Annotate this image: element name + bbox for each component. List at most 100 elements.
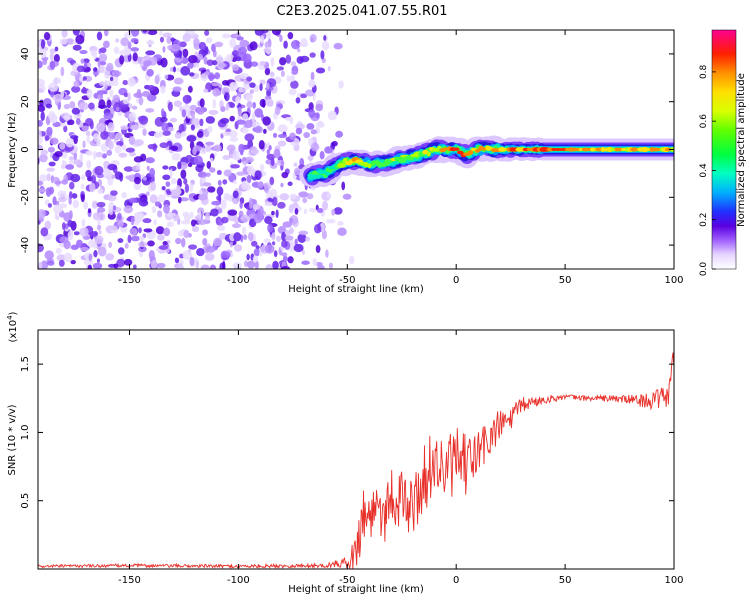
noise-blob [198, 41, 207, 50]
noise-blob [246, 260, 256, 269]
noise-blob [150, 181, 157, 191]
noise-blob [290, 61, 297, 67]
noise-blob [333, 42, 343, 50]
noise-blob [197, 218, 207, 226]
noise-blob [38, 261, 43, 267]
y-tick-label: 20 [20, 95, 31, 108]
noise-blob [68, 191, 73, 199]
noise-blob [108, 132, 116, 140]
noise-blob [200, 264, 210, 269]
noise-blob [61, 222, 66, 231]
noise-blob [189, 256, 195, 267]
noise-blob [338, 80, 344, 89]
noise-blob [213, 237, 223, 247]
noise-blob [86, 88, 93, 99]
noise-blob [327, 65, 331, 72]
noise-blob [205, 211, 210, 221]
noise-blob [175, 237, 182, 245]
noise-blob [206, 246, 216, 253]
noise-blob [154, 74, 160, 85]
noise-blob [163, 204, 170, 214]
noise-blob [174, 132, 182, 139]
noise-blob [113, 263, 119, 269]
noise-blob [130, 47, 140, 52]
colorbar-tick-label: 0.4 [699, 163, 709, 178]
noise-blob [225, 103, 230, 111]
noise-blob [167, 101, 173, 112]
noise-blob [48, 161, 56, 167]
noise-blob [105, 253, 115, 261]
noise-blob [190, 124, 195, 131]
noise-blob [129, 228, 135, 235]
noise-blob [243, 83, 251, 90]
noise-blob [142, 90, 151, 97]
noise-blob [93, 241, 97, 249]
noise-blob [226, 144, 236, 153]
noise-blob [70, 173, 81, 183]
noise-blob [337, 221, 344, 226]
noise-blob [158, 245, 169, 250]
noise-blob [52, 176, 60, 182]
noise-blob [40, 105, 46, 112]
noise-blob [205, 116, 216, 124]
noise-blob [133, 264, 137, 269]
noise-blob [294, 207, 299, 215]
snr-panel: -150 -100 -50 0 50 100 0.5 1.0 1.5 Height of st… [6, 311, 684, 595]
noise-blob [38, 134, 43, 145]
noise-blob [71, 193, 78, 199]
noise-blob [208, 72, 215, 82]
noise-blob [202, 182, 212, 187]
noise-blob [103, 90, 108, 95]
noise-blob [315, 262, 323, 267]
noise-blob [238, 143, 245, 154]
spectrogram-x-ticks: -150 -100 -50 0 50 100 [118, 30, 684, 286]
noise-blob [92, 262, 103, 269]
noise-blob [134, 176, 141, 185]
noise-blob [39, 153, 48, 163]
x-tick-label: -150 [118, 275, 141, 286]
noise-blob [180, 131, 187, 137]
noise-blob [130, 38, 139, 43]
noise-blob [83, 61, 88, 69]
noise-blob [88, 102, 95, 110]
x-tick-label: 50 [559, 575, 572, 586]
noise-blob [40, 48, 47, 59]
noise-blob [76, 65, 86, 73]
noise-blob [73, 151, 78, 161]
signal-hotspot [426, 151, 431, 157]
noise-blob [239, 201, 243, 209]
noise-blob [104, 69, 111, 79]
noise-blob [73, 159, 82, 165]
signal-hotspot [474, 148, 481, 153]
noise-blob [145, 50, 156, 56]
noise-blob [169, 117, 178, 123]
noise-blob [142, 176, 147, 181]
noise-blob [198, 193, 208, 201]
noise-blob [189, 182, 194, 192]
noise-blob [176, 185, 181, 191]
noise-blob [55, 247, 62, 254]
noise-blob [106, 99, 112, 108]
x-tick-label: 100 [664, 275, 683, 286]
noise-blob [99, 93, 104, 99]
noise-blob [269, 176, 275, 186]
signal-hotspot [600, 147, 606, 152]
noise-blob [138, 96, 144, 106]
y-tick-label: -40 [20, 237, 31, 253]
noise-blob [283, 40, 288, 49]
signal-hotspot [363, 162, 369, 168]
noise-blob [230, 148, 234, 155]
noise-blob [165, 181, 171, 187]
noise-blob [112, 205, 117, 211]
noise-blob [317, 265, 325, 269]
noise-blob [262, 99, 266, 108]
noise-blob [124, 242, 129, 249]
noise-blob [229, 130, 238, 138]
noise-blob [232, 262, 242, 269]
noise-blob [182, 33, 191, 43]
noise-blob [148, 250, 155, 260]
noise-blob [125, 175, 133, 180]
noise-blob [117, 247, 125, 255]
noise-blob [123, 258, 133, 266]
noise-blob [38, 88, 44, 93]
